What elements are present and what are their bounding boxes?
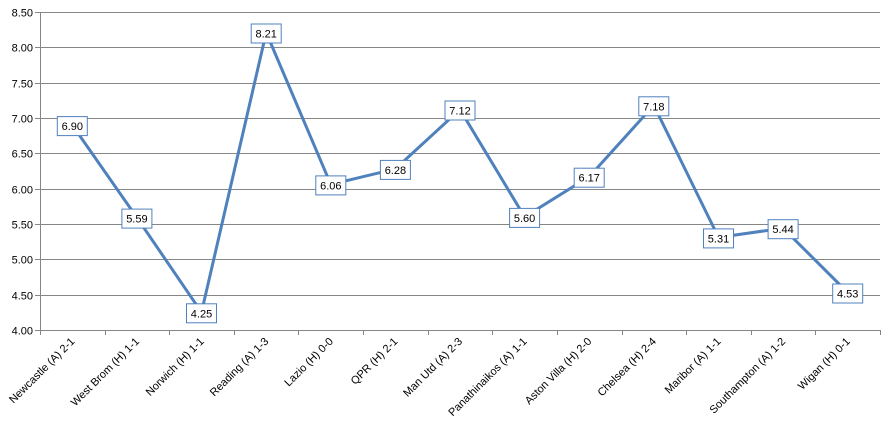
y-tick-label: 8.50 bbox=[12, 8, 33, 20]
data-label-text: 6.90 bbox=[62, 121, 83, 133]
data-label: 6.06 bbox=[315, 175, 347, 196]
series bbox=[70, 31, 850, 314]
x-tick-label: West Brom (H) 1-1 bbox=[69, 336, 142, 409]
data-label-text: 5.31 bbox=[708, 233, 729, 245]
y-tick-labels: 4.00 4.50 5.00 5.50 6.00 6.50 7.00 7.50 8.00 8.50 bbox=[12, 8, 33, 338]
x-tick-label: Newcastle (A) 2-1 bbox=[7, 336, 77, 406]
x-tick-label: QPR (H) 2-1 bbox=[349, 336, 401, 388]
data-label-text: 7.18 bbox=[643, 101, 664, 113]
gridlines bbox=[40, 12, 880, 296]
y-tick-label: 6.00 bbox=[12, 185, 33, 197]
y-tick-label: 7.00 bbox=[12, 114, 33, 126]
data-labels: 6.90 5.59 4.25 8.21 6.06 6.28 7.12 5.60 6.17 7.18… bbox=[56, 23, 864, 324]
data-label-text: 5.59 bbox=[126, 214, 147, 226]
data-label: 5.44 bbox=[767, 219, 799, 240]
x-tick-label: Maribor (A) 1-1 bbox=[663, 336, 724, 397]
data-label-box bbox=[315, 175, 347, 196]
y-tick-label: 5.50 bbox=[12, 220, 33, 232]
series-line bbox=[70, 31, 850, 314]
y-tick-label: 7.50 bbox=[12, 79, 33, 91]
data-label-text: 6.28 bbox=[385, 165, 406, 177]
data-label-text: 7.12 bbox=[449, 106, 470, 118]
data-label: 4.53 bbox=[832, 283, 864, 304]
x-tick-label: Norwich (H) 1-1 bbox=[144, 336, 207, 399]
data-label-box bbox=[767, 219, 799, 240]
data-label-box bbox=[509, 207, 541, 228]
data-label: 7.18 bbox=[638, 96, 670, 117]
data-label-box bbox=[121, 208, 153, 229]
data-label: 6.28 bbox=[379, 159, 411, 180]
data-label: 6.90 bbox=[56, 116, 88, 137]
x-tick-label: Reading (A) 1-3 bbox=[208, 336, 271, 399]
data-label-box bbox=[832, 283, 864, 304]
y-tick-label: 4.00 bbox=[12, 326, 33, 338]
data-label: 8.21 bbox=[250, 23, 282, 44]
x-tick-label: Wigan (H) 0-1 bbox=[796, 336, 853, 393]
data-label: 5.59 bbox=[121, 208, 153, 229]
data-label-text: 6.17 bbox=[578, 173, 599, 185]
data-label-box bbox=[250, 23, 282, 44]
data-label-box bbox=[573, 167, 605, 188]
y-tick-label: 8.00 bbox=[12, 43, 33, 55]
data-label-text: 5.44 bbox=[772, 224, 793, 236]
data-label-text: 6.06 bbox=[320, 180, 341, 192]
data-label: 4.25 bbox=[186, 303, 217, 324]
y-tick-label: 4.50 bbox=[12, 291, 33, 303]
data-label-text: 8.21 bbox=[255, 29, 276, 41]
y-tick-label: 5.00 bbox=[12, 255, 33, 267]
data-label: 5.60 bbox=[509, 207, 541, 228]
data-label-box bbox=[638, 96, 670, 117]
axes bbox=[35, 12, 881, 335]
data-label: 6.17 bbox=[573, 167, 605, 188]
data-label-box bbox=[186, 303, 217, 324]
data-label-text: 4.53 bbox=[837, 289, 858, 301]
data-label: 5.31 bbox=[703, 228, 734, 249]
data-label-text: 4.25 bbox=[191, 308, 212, 320]
data-label-box bbox=[56, 116, 88, 137]
x-tick-label: Chelsea (H) 2-4 bbox=[596, 336, 659, 399]
data-label-box bbox=[703, 228, 734, 249]
data-label-text: 5.60 bbox=[514, 213, 535, 225]
y-tick-label: 6.50 bbox=[12, 149, 33, 161]
x-tick-label: Man Utd (A) 2-3 bbox=[401, 336, 465, 400]
data-label: 7.12 bbox=[444, 100, 476, 121]
x-tick-label: Aston Villa (H) 2-0 bbox=[523, 336, 594, 407]
data-label-box bbox=[379, 159, 411, 180]
data-label-box bbox=[444, 100, 476, 121]
x-tick-label: Lazio (H) 0-0 bbox=[282, 336, 335, 389]
